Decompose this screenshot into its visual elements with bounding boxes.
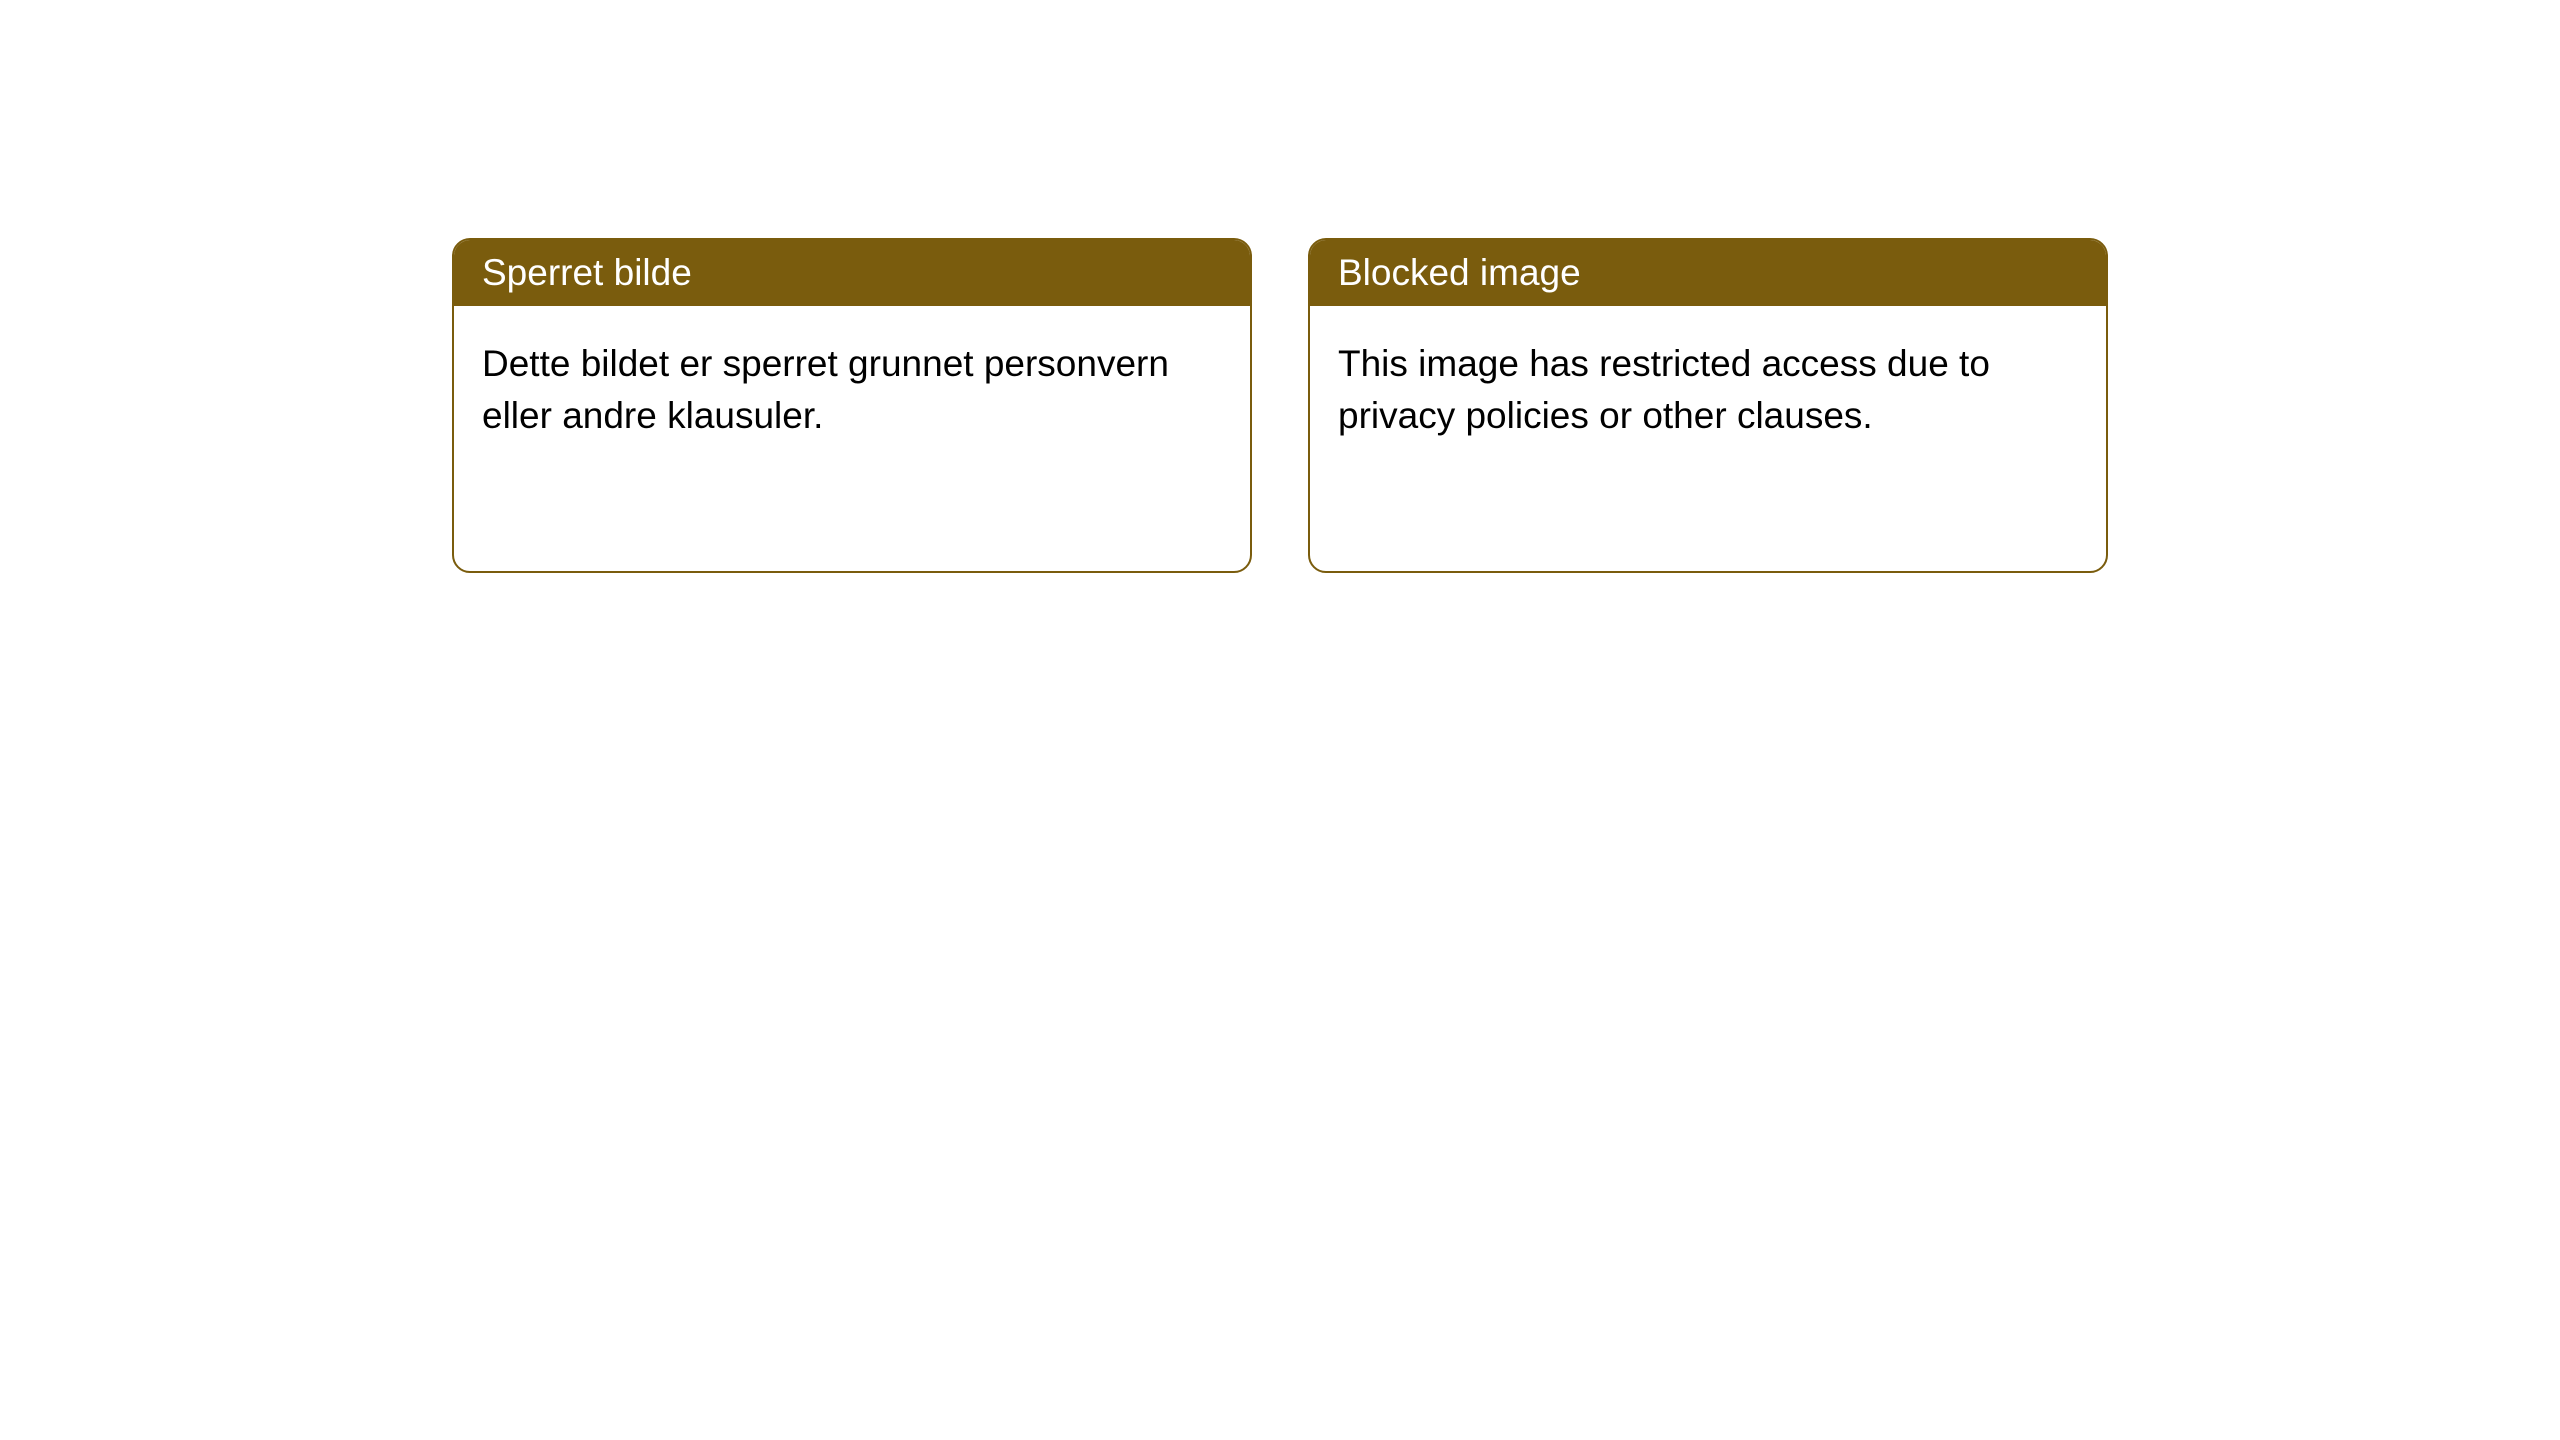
notice-text: Dette bildet er sperret grunnet personve… [482,343,1169,436]
notice-body: This image has restricted access due to … [1310,306,2106,474]
notice-text: This image has restricted access due to … [1338,343,1990,436]
notice-body: Dette bildet er sperret grunnet personve… [454,306,1250,474]
notice-card-english: Blocked image This image has restricted … [1308,238,2108,573]
notice-header: Sperret bilde [454,240,1250,306]
notice-container: Sperret bilde Dette bildet er sperret gr… [0,0,2560,573]
notice-title: Blocked image [1338,252,1581,293]
notice-card-norwegian: Sperret bilde Dette bildet er sperret gr… [452,238,1252,573]
notice-header: Blocked image [1310,240,2106,306]
notice-title: Sperret bilde [482,252,692,293]
